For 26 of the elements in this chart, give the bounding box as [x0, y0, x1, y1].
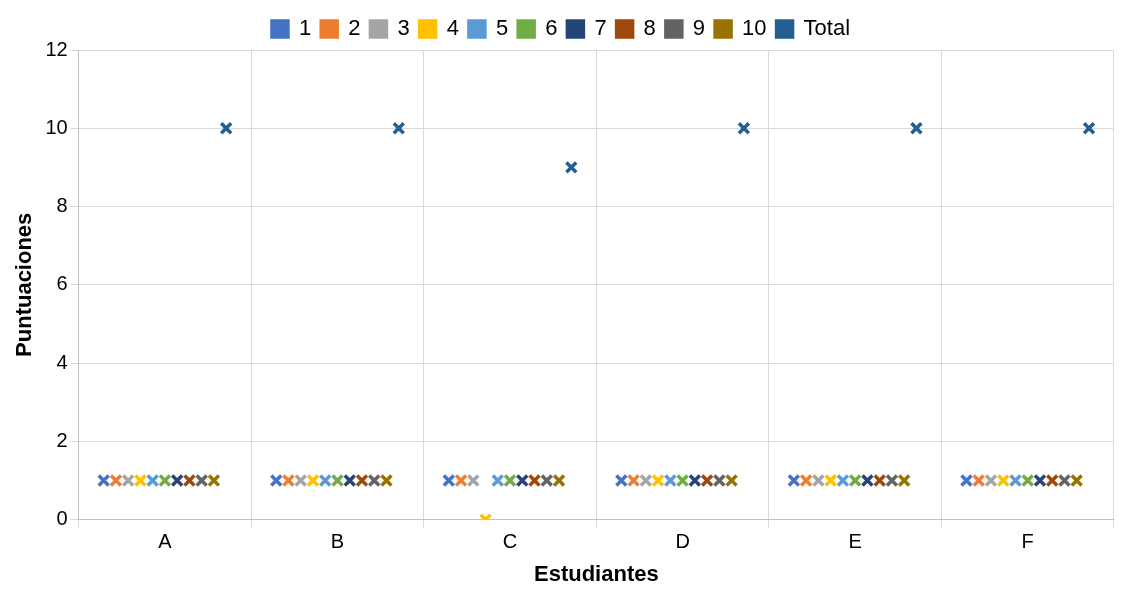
legend-label: 3	[397, 15, 410, 41]
y-tick-label: 0	[56, 507, 68, 530]
x-tick-label: F	[1021, 530, 1034, 553]
x-tick-label: A	[158, 530, 173, 553]
legend-label: 8	[643, 15, 656, 41]
x-tick-label: C	[502, 530, 518, 553]
y-tick-label: 2	[56, 428, 68, 451]
x-tick-label: B	[330, 530, 345, 553]
legend-label: 7	[594, 15, 607, 41]
legend-label: 9	[692, 15, 706, 41]
x-tick-label: D	[675, 530, 690, 553]
legend-label: 10	[742, 15, 767, 41]
y-tick-label: 10	[45, 115, 68, 138]
legend-label: 6	[545, 15, 558, 41]
legend-label: 4	[446, 15, 459, 41]
y-tick-label: 8	[56, 194, 68, 217]
y-tick-label: 12	[45, 37, 68, 60]
legend-label: 5	[495, 15, 509, 41]
y-axis-title: Puntuaciones	[11, 212, 37, 357]
x-axis-title: Estudiantes	[533, 560, 659, 586]
x-tick-label: E	[848, 530, 862, 553]
y-tick-label: 6	[56, 272, 68, 295]
legend-label: Total	[803, 15, 851, 41]
y-tick-label: 4	[56, 350, 68, 373]
legend-label: 2	[348, 15, 361, 41]
legend-label: 1	[298, 15, 312, 41]
